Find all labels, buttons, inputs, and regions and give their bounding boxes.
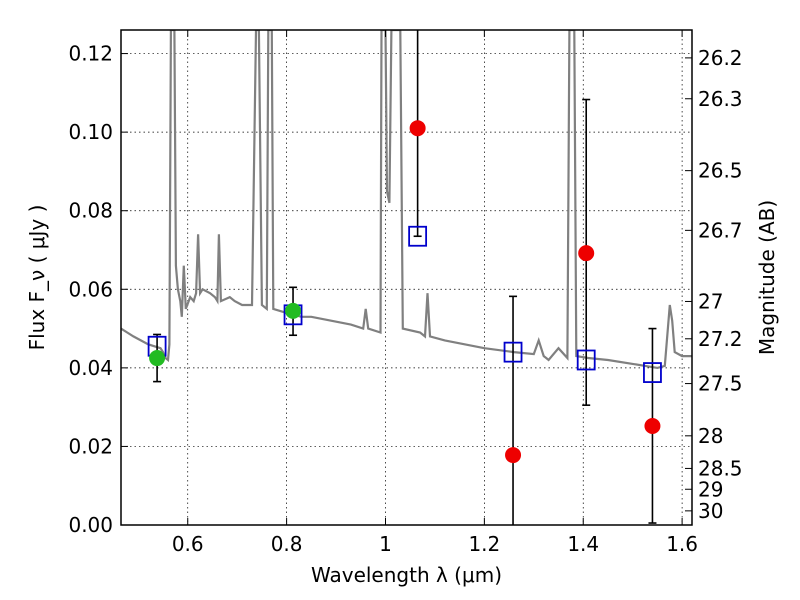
red-point — [578, 245, 595, 262]
right-tick-label: 27 — [698, 289, 723, 313]
grid-lines — [121, 30, 692, 526]
green-point — [285, 302, 302, 319]
x-tick-label: 0.8 — [271, 532, 303, 556]
y-tick-label: 0.10 — [68, 120, 113, 144]
right-tick-label: 27.2 — [698, 327, 743, 351]
x-tick-label: 0.6 — [172, 532, 204, 556]
green-point — [149, 350, 166, 367]
right-tick-label: 26.5 — [698, 159, 743, 183]
error-bars — [153, 30, 657, 525]
y-tick-label: 0.12 — [68, 42, 113, 66]
red-point — [644, 418, 661, 434]
spectrum-series — [121, 30, 692, 370]
model-square-marker — [576, 349, 596, 371]
model-square-marker — [503, 341, 523, 363]
right-tick-label: 28 — [698, 424, 723, 448]
plot-frame — [120, 29, 693, 526]
right-tick-label: 30 — [698, 499, 723, 523]
x-axis-ticks: 0.6 0.8 1 1.2 1.4 1.6 — [172, 30, 698, 556]
model-square-marker — [408, 225, 428, 247]
x-tick-label: 1.2 — [468, 532, 500, 556]
x-tick-label: 1 — [379, 532, 392, 556]
right-axis-label: Magnitude (AB) — [755, 200, 779, 355]
spectrum-line — [121, 30, 692, 370]
x-axis-label: Wavelength λ (μm) — [311, 563, 502, 587]
y-tick-label: 0.02 — [68, 434, 113, 458]
y-tick-label: 0.00 — [68, 513, 113, 537]
y-axis-ticks: 0.00 0.02 0.04 0.06 0.08 0.10 0.12 — [68, 42, 128, 537]
right-tick-label: 28.5 — [698, 456, 743, 480]
right-tick-label: 26.3 — [698, 87, 743, 111]
red-point — [409, 120, 426, 137]
model-square-marker — [643, 362, 662, 383]
y-tick-label: 0.06 — [68, 277, 113, 301]
right-tick-label: 27.5 — [698, 372, 743, 396]
red-point — [505, 447, 522, 464]
y-axis-label: Flux F_ν ( μJy ) — [25, 205, 49, 351]
x-tick-label: 1.4 — [567, 532, 599, 556]
right-tick-label: 26.2 — [698, 46, 743, 70]
x-tick-label: 1.6 — [666, 532, 698, 556]
y-tick-label: 0.04 — [68, 356, 113, 380]
right-tick-label: 29 — [698, 477, 723, 501]
observed-points — [149, 120, 661, 464]
y-tick-label: 0.08 — [68, 199, 113, 223]
right-tick-label: 26.7 — [698, 218, 743, 242]
